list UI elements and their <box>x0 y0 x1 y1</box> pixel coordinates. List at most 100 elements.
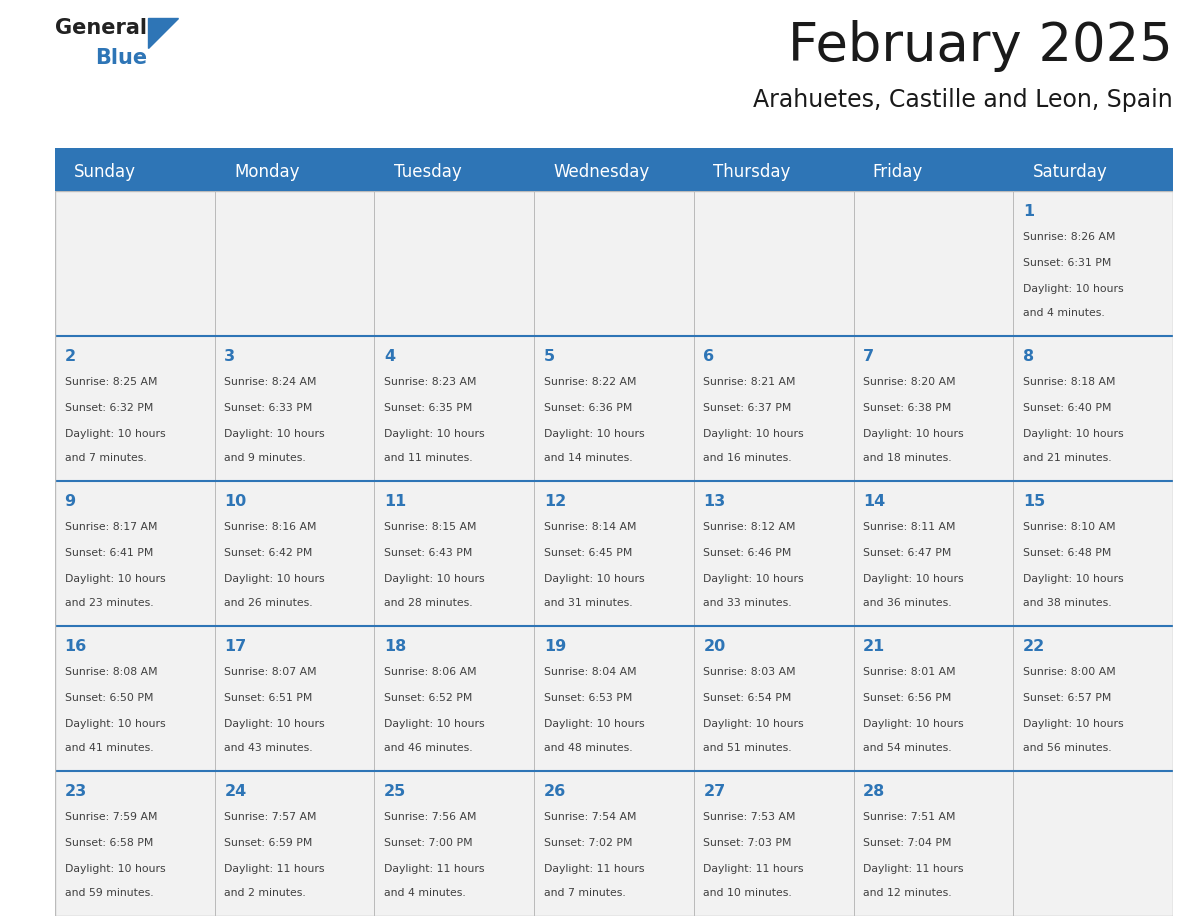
Text: Sunset: 6:53 PM: Sunset: 6:53 PM <box>544 693 632 702</box>
Bar <box>1013 771 1173 916</box>
Text: Daylight: 10 hours: Daylight: 10 hours <box>64 864 165 874</box>
Text: and 21 minutes.: and 21 minutes. <box>1023 453 1112 464</box>
Text: Sunrise: 8:21 AM: Sunrise: 8:21 AM <box>703 376 796 386</box>
Text: 2: 2 <box>64 349 76 364</box>
Text: Sunset: 6:46 PM: Sunset: 6:46 PM <box>703 548 792 558</box>
Bar <box>374 191 535 336</box>
Text: Sunrise: 8:16 AM: Sunrise: 8:16 AM <box>225 521 317 532</box>
Text: and 18 minutes.: and 18 minutes. <box>864 453 952 464</box>
Text: and 26 minutes.: and 26 minutes. <box>225 599 312 609</box>
Text: Daylight: 10 hours: Daylight: 10 hours <box>864 719 963 729</box>
Text: 11: 11 <box>384 494 406 509</box>
Bar <box>55 153 1173 191</box>
Bar <box>55 191 215 336</box>
Bar <box>1013 626 1173 771</box>
Text: and 7 minutes.: and 7 minutes. <box>544 889 625 899</box>
Bar <box>55 148 1173 153</box>
Bar <box>694 191 853 336</box>
Text: Thursday: Thursday <box>713 163 790 181</box>
Text: Sunrise: 8:22 AM: Sunrise: 8:22 AM <box>544 376 637 386</box>
Text: Sunrise: 7:54 AM: Sunrise: 7:54 AM <box>544 812 637 822</box>
Text: Sunset: 7:02 PM: Sunset: 7:02 PM <box>544 838 632 847</box>
Text: Sunrise: 8:03 AM: Sunrise: 8:03 AM <box>703 666 796 677</box>
Text: 10: 10 <box>225 494 247 509</box>
Text: Sunset: 6:48 PM: Sunset: 6:48 PM <box>1023 548 1111 558</box>
Text: 21: 21 <box>864 639 885 654</box>
Text: Daylight: 10 hours: Daylight: 10 hours <box>544 719 644 729</box>
Text: Sunrise: 7:56 AM: Sunrise: 7:56 AM <box>384 812 476 822</box>
Text: Sunrise: 8:14 AM: Sunrise: 8:14 AM <box>544 521 637 532</box>
Bar <box>694 481 853 626</box>
Text: Sunrise: 8:25 AM: Sunrise: 8:25 AM <box>64 376 157 386</box>
Bar <box>535 481 694 626</box>
Text: Sunset: 7:00 PM: Sunset: 7:00 PM <box>384 838 473 847</box>
Bar <box>215 481 374 626</box>
Bar <box>535 626 694 771</box>
Text: 19: 19 <box>544 639 565 654</box>
Bar <box>694 771 853 916</box>
Text: Sunset: 6:58 PM: Sunset: 6:58 PM <box>64 838 153 847</box>
Text: and 12 minutes.: and 12 minutes. <box>864 889 952 899</box>
Bar <box>853 626 1013 771</box>
Bar <box>853 191 1013 336</box>
Text: and 7 minutes.: and 7 minutes. <box>64 453 146 464</box>
Text: 20: 20 <box>703 639 726 654</box>
Text: Sunset: 6:52 PM: Sunset: 6:52 PM <box>384 693 473 702</box>
Bar <box>55 481 215 626</box>
Text: Daylight: 11 hours: Daylight: 11 hours <box>864 864 963 874</box>
Text: Sunset: 6:56 PM: Sunset: 6:56 PM <box>864 693 952 702</box>
Bar <box>853 336 1013 481</box>
Bar <box>215 626 374 771</box>
Text: Daylight: 10 hours: Daylight: 10 hours <box>384 574 485 584</box>
Text: and 31 minutes.: and 31 minutes. <box>544 599 632 609</box>
Text: Sunset: 6:51 PM: Sunset: 6:51 PM <box>225 693 312 702</box>
Text: Sunrise: 8:18 AM: Sunrise: 8:18 AM <box>1023 376 1116 386</box>
Text: Daylight: 10 hours: Daylight: 10 hours <box>384 429 485 439</box>
Text: Sunrise: 8:06 AM: Sunrise: 8:06 AM <box>384 666 476 677</box>
Text: Daylight: 10 hours: Daylight: 10 hours <box>864 574 963 584</box>
Text: 27: 27 <box>703 784 726 799</box>
Bar <box>374 336 535 481</box>
Text: Sunset: 6:45 PM: Sunset: 6:45 PM <box>544 548 632 558</box>
Text: 4: 4 <box>384 349 396 364</box>
Text: Sunset: 6:32 PM: Sunset: 6:32 PM <box>64 403 153 413</box>
Text: and 56 minutes.: and 56 minutes. <box>1023 744 1112 754</box>
Bar <box>694 626 853 771</box>
Text: Sunset: 6:31 PM: Sunset: 6:31 PM <box>1023 258 1111 268</box>
Text: Sunset: 6:43 PM: Sunset: 6:43 PM <box>384 548 473 558</box>
Text: Daylight: 10 hours: Daylight: 10 hours <box>864 429 963 439</box>
Bar <box>215 336 374 481</box>
Text: Daylight: 10 hours: Daylight: 10 hours <box>64 719 165 729</box>
Text: Sunrise: 8:24 AM: Sunrise: 8:24 AM <box>225 376 317 386</box>
Bar <box>374 771 535 916</box>
Text: Sunrise: 8:15 AM: Sunrise: 8:15 AM <box>384 521 476 532</box>
Text: 13: 13 <box>703 494 726 509</box>
Text: 23: 23 <box>64 784 87 799</box>
Text: 12: 12 <box>544 494 565 509</box>
Text: Sunrise: 8:17 AM: Sunrise: 8:17 AM <box>64 521 157 532</box>
Text: Sunset: 6:38 PM: Sunset: 6:38 PM <box>864 403 952 413</box>
Text: Arahuetes, Castille and Leon, Spain: Arahuetes, Castille and Leon, Spain <box>753 88 1173 112</box>
Text: Sunset: 7:04 PM: Sunset: 7:04 PM <box>864 838 952 847</box>
Text: 7: 7 <box>864 349 874 364</box>
Text: Sunrise: 8:12 AM: Sunrise: 8:12 AM <box>703 521 796 532</box>
Text: Sunset: 6:33 PM: Sunset: 6:33 PM <box>225 403 312 413</box>
Text: Daylight: 11 hours: Daylight: 11 hours <box>703 864 804 874</box>
Text: Sunrise: 8:07 AM: Sunrise: 8:07 AM <box>225 666 317 677</box>
Text: and 14 minutes.: and 14 minutes. <box>544 453 632 464</box>
Text: Sunday: Sunday <box>74 163 137 181</box>
Text: Daylight: 10 hours: Daylight: 10 hours <box>384 719 485 729</box>
Text: Daylight: 10 hours: Daylight: 10 hours <box>1023 719 1124 729</box>
Text: and 36 minutes.: and 36 minutes. <box>864 599 952 609</box>
Text: Sunrise: 8:08 AM: Sunrise: 8:08 AM <box>64 666 157 677</box>
Text: Daylight: 10 hours: Daylight: 10 hours <box>1023 284 1124 294</box>
Text: 14: 14 <box>864 494 885 509</box>
Text: Sunrise: 8:10 AM: Sunrise: 8:10 AM <box>1023 521 1116 532</box>
Text: and 33 minutes.: and 33 minutes. <box>703 599 792 609</box>
Text: 6: 6 <box>703 349 714 364</box>
Text: 26: 26 <box>544 784 565 799</box>
Text: 25: 25 <box>384 784 406 799</box>
Bar <box>535 336 694 481</box>
Text: and 10 minutes.: and 10 minutes. <box>703 889 792 899</box>
Text: Daylight: 10 hours: Daylight: 10 hours <box>225 719 326 729</box>
